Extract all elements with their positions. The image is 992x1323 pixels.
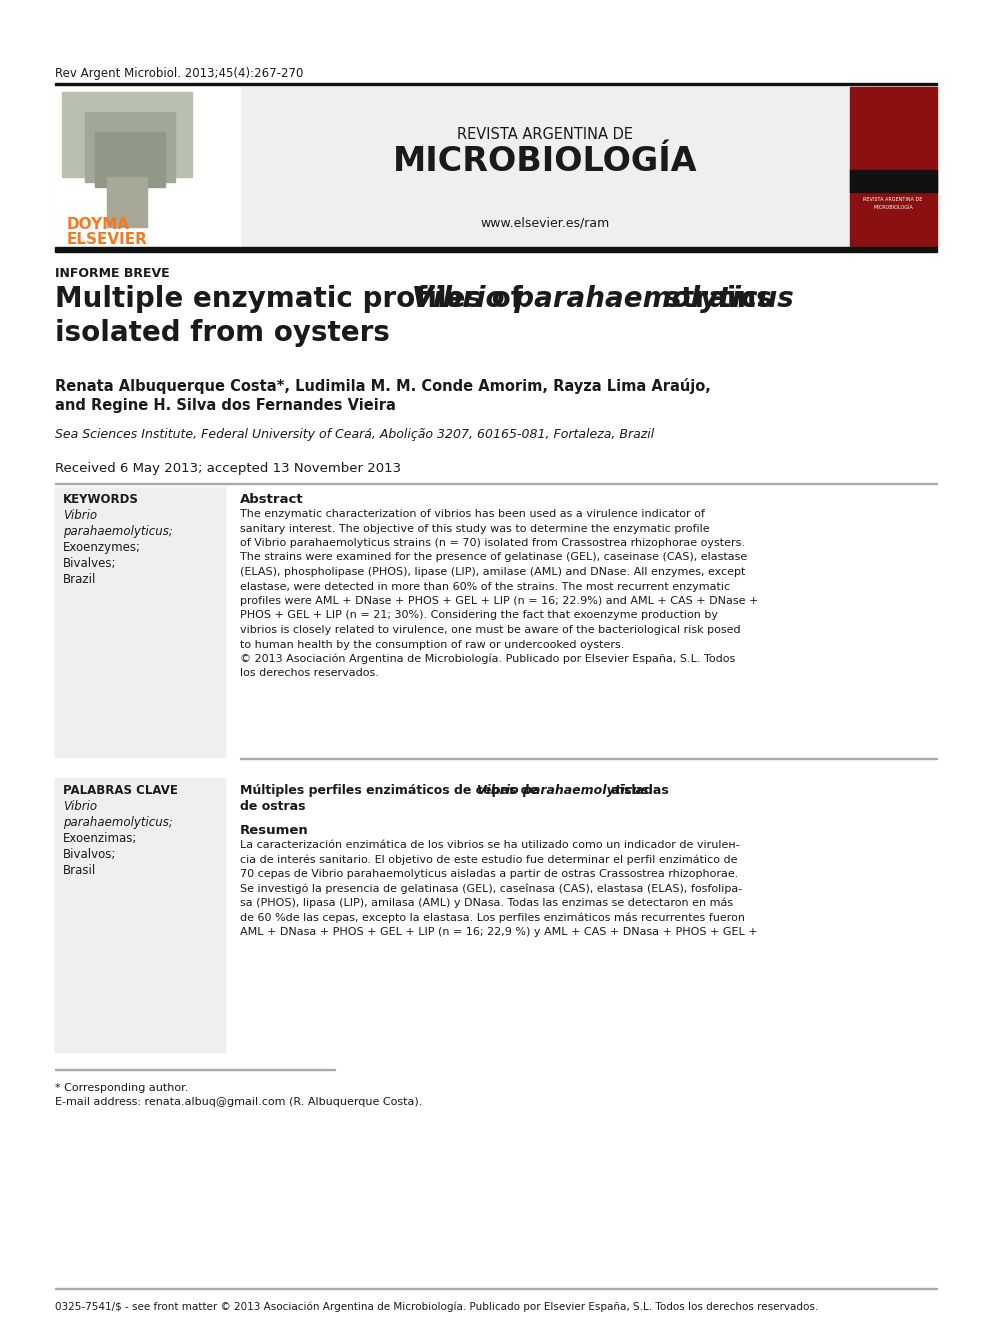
Bar	[95, 132, 165, 187]
Text: de ostras: de ostras	[240, 800, 306, 814]
Text: strains: strains	[655, 284, 773, 314]
Text: Rev Argent Microbiol. 2013;45(4):267-270: Rev Argent Microbiol. 2013;45(4):267-270	[55, 67, 304, 79]
Text: Vibrio: Vibrio	[63, 800, 97, 814]
Bar	[55, 778, 225, 1052]
Text: Renata Albuquerque Costa*, Ludimila M. M. Conde Amorim, Rayza Lima Araújo,: Renata Albuquerque Costa*, Ludimila M. M…	[55, 378, 711, 394]
Text: and Regine H. Silva dos Fernandes Vieira: and Regine H. Silva dos Fernandes Vieira	[55, 398, 396, 413]
Text: isolated from oysters: isolated from oysters	[55, 319, 390, 347]
Text: Exoenzimas;: Exoenzimas;	[63, 832, 137, 845]
Text: Bivalvos;: Bivalvos;	[63, 848, 116, 861]
Text: Vibrio parahaemolyticus: Vibrio parahaemolyticus	[412, 284, 794, 314]
Text: Se investigó la presencia de gelatinasa (GEL), caseînasa (CAS), elastasa (ELAS),: Se investigó la presencia de gelatinasa …	[240, 884, 742, 894]
Text: aisladas: aisladas	[607, 785, 669, 796]
Bar	[62, 93, 192, 177]
Text: 70 cepas de Vibrio parahaemolyticus aisladas a partir de ostras Crassostrea rhiz: 70 cepas de Vibrio parahaemolyticus aisl…	[240, 869, 738, 878]
Text: ELSEVIER: ELSEVIER	[67, 232, 148, 247]
Text: REVISTA ARGENTINA DE: REVISTA ARGENTINA DE	[457, 127, 633, 142]
Text: KEYWORDS: KEYWORDS	[63, 493, 139, 505]
Text: of Vibrio parahaemolyticus strains (n = 70) isolated from Crassostrea rhizophora: of Vibrio parahaemolyticus strains (n = …	[240, 538, 745, 548]
Text: Multiple enzymatic profiles of: Multiple enzymatic profiles of	[55, 284, 533, 314]
Text: Brazil: Brazil	[63, 573, 96, 586]
Text: DOYMA: DOYMA	[67, 217, 130, 232]
Text: E-mail address: renata.albuq@gmail.com (R. Albuquerque Costa).: E-mail address: renata.albuq@gmail.com (…	[55, 1097, 423, 1107]
Text: Vibrio parahaemolyticus: Vibrio parahaemolyticus	[477, 785, 649, 796]
Text: de 60 %de las cepas, excepto la elastasa. Los perfiles enzimáticos más recurrent: de 60 %de las cepas, excepto la elastasa…	[240, 913, 745, 923]
Text: MICROBIOLOGÍA: MICROBIOLOGÍA	[393, 146, 697, 179]
Bar	[850, 169, 937, 192]
Text: The strains were examined for the presence of gelatinase (GEL), caseinase (CAS),: The strains were examined for the presen…	[240, 553, 747, 562]
Text: Abstract: Abstract	[240, 493, 304, 505]
Text: www.elsevier.es/ram: www.elsevier.es/ram	[480, 217, 610, 230]
Text: los derechos reservados.: los derechos reservados.	[240, 668, 379, 679]
Bar	[55, 87, 240, 247]
Text: cia de interés sanitario. El objetivo de este estudio fue determinar el perfil e: cia de interés sanitario. El objetivo de…	[240, 855, 737, 865]
Text: Múltiples perfiles enzimáticos de cepas de: Múltiples perfiles enzimáticos de cepas …	[240, 785, 543, 796]
Bar	[55, 87, 850, 247]
Text: La caracterización enzimática de los vibrios se ha utilizado como un indicador d: La caracterización enzimática de los vib…	[240, 840, 740, 849]
Text: parahaemolyticus;: parahaemolyticus;	[63, 816, 173, 830]
Text: (ELAS), phospholipase (PHOS), lipase (LIP), amilase (AML) and DNase. All enzymes: (ELAS), phospholipase (PHOS), lipase (LI…	[240, 568, 745, 577]
Text: Resumen: Resumen	[240, 824, 309, 837]
Text: REVISTA ARGENTINA DE: REVISTA ARGENTINA DE	[863, 197, 923, 202]
Bar	[850, 87, 937, 247]
Text: Bivalves;: Bivalves;	[63, 557, 116, 570]
Text: PALABRAS CLAVE: PALABRAS CLAVE	[63, 785, 178, 796]
Text: 0325-7541/$ - see front matter © 2013 Asociación Argentina de Microbiología. Pub: 0325-7541/$ - see front matter © 2013 As…	[55, 1301, 818, 1311]
Text: PHOS + GEL + LIP (n = 21; 30%). Considering the fact that exoenzyme production b: PHOS + GEL + LIP (n = 21; 30%). Consider…	[240, 610, 718, 620]
Text: to human health by the consumption of raw or undercooked oysters.: to human health by the consumption of ra…	[240, 639, 624, 650]
Bar	[107, 177, 147, 228]
Text: INFORME BREVE: INFORME BREVE	[55, 267, 170, 280]
Text: Brasil: Brasil	[63, 864, 96, 877]
Text: Vibrio: Vibrio	[63, 509, 97, 523]
Text: * Corresponding author.: * Corresponding author.	[55, 1084, 188, 1093]
Text: © 2013 Asociación Argentina de Microbiología. Publicado por Elsevier España, S.L: © 2013 Asociación Argentina de Microbiol…	[240, 654, 735, 664]
Text: The enzymatic characterization of vibrios has been used as a virulence indicator: The enzymatic characterization of vibrio…	[240, 509, 705, 519]
Text: Sea Sciences Institute, Federal University of Ceará, Abolição 3207, 60165-081, F: Sea Sciences Institute, Federal Universi…	[55, 429, 655, 441]
Text: profiles were AML + DNase + PHOS + GEL + LIP (n = 16; 22.9%) and AML + CAS + DNa: profiles were AML + DNase + PHOS + GEL +…	[240, 595, 758, 606]
Text: Received 6 May 2013; accepted 13 November 2013: Received 6 May 2013; accepted 13 Novembe…	[55, 462, 401, 475]
Text: sanitary interest. The objective of this study was to determine the enzymatic pr: sanitary interest. The objective of this…	[240, 524, 709, 533]
Text: MICROBIOLOGÍA: MICROBIOLOGÍA	[873, 205, 913, 210]
Bar	[55, 247, 937, 251]
Bar	[85, 112, 175, 183]
Bar	[55, 83, 937, 85]
Text: Exoenzymes;: Exoenzymes;	[63, 541, 141, 554]
Text: sa (PHOS), lipasa (LIP), amilasa (AML) y DNasa. Todas las enzimas se detectaron : sa (PHOS), lipasa (LIP), amilasa (AML) y…	[240, 898, 733, 909]
Text: AML + DNasa + PHOS + GEL + LIP (n = 16; 22,9 %) y AML + CAS + DNasa + PHOS + GEL: AML + DNasa + PHOS + GEL + LIP (n = 16; …	[240, 927, 758, 937]
Text: elastase, were detected in more than 60% of the strains. The most recurrent enzy: elastase, were detected in more than 60%…	[240, 582, 730, 591]
Text: vibrios is closely related to virulence, one must be aware of the bacteriologica: vibrios is closely related to virulence,…	[240, 624, 741, 635]
Bar	[55, 487, 225, 757]
Text: parahaemolyticus;: parahaemolyticus;	[63, 525, 173, 538]
